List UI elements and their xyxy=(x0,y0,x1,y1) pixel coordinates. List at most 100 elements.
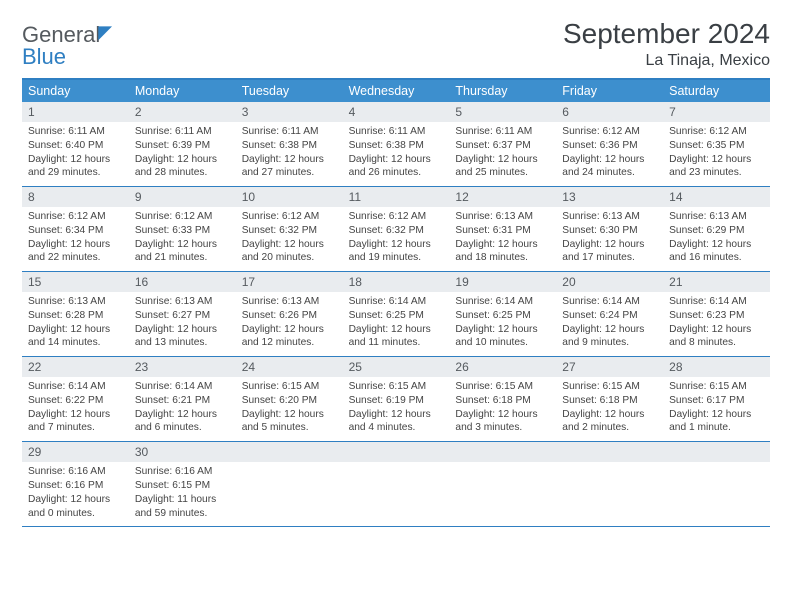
calendar-day: 5Sunrise: 6:11 AMSunset: 6:37 PMDaylight… xyxy=(449,102,556,186)
daylight-line1: Daylight: 12 hours xyxy=(669,323,764,337)
calendar-day-empty: . xyxy=(663,442,770,526)
sunset-text: Sunset: 6:34 PM xyxy=(28,224,123,238)
calendar-body: 1 Sunrise: 6:11 AM Sunset: 6:40 PM Daylight… xyxy=(22,102,770,527)
daylight-line1: Daylight: 12 hours xyxy=(242,238,337,252)
weekday-saturday: Saturday xyxy=(663,80,770,102)
day-details: Sunrise: 6:14 AMSunset: 6:21 PMDaylight:… xyxy=(129,377,236,435)
day-details: Sunrise: 6:12 AMSunset: 6:33 PMDaylight:… xyxy=(129,207,236,265)
daylight-line2: and 22 minutes. xyxy=(28,251,123,265)
brand-text: General◤ Blue xyxy=(22,24,114,68)
day-number: 25 xyxy=(343,357,450,377)
weekday-wednesday: Wednesday xyxy=(343,80,450,102)
calendar-day: 9Sunrise: 6:12 AMSunset: 6:33 PMDaylight… xyxy=(129,187,236,271)
calendar-day: 21Sunrise: 6:14 AMSunset: 6:23 PMDayligh… xyxy=(663,272,770,356)
day-details: Sunrise: 6:13 AMSunset: 6:30 PMDaylight:… xyxy=(556,207,663,265)
daylight-line2: and 1 minute. xyxy=(669,421,764,435)
daylight-line2: and 17 minutes. xyxy=(562,251,657,265)
daylight-line2: and 4 minutes. xyxy=(349,421,444,435)
day-number: 28 xyxy=(663,357,770,377)
daylight-line1: Daylight: 12 hours xyxy=(135,323,230,337)
daylight-line1: Daylight: 12 hours xyxy=(28,323,123,337)
calendar-day: 14Sunrise: 6:13 AMSunset: 6:29 PMDayligh… xyxy=(663,187,770,271)
calendar-week: 1 Sunrise: 6:11 AM Sunset: 6:40 PM Daylight… xyxy=(22,102,770,187)
page-header: General◤ Blue September 2024 La Tinaja, … xyxy=(22,18,770,70)
day-details: Sunrise: 6:14 AMSunset: 6:24 PMDaylight:… xyxy=(556,292,663,350)
daylight-line2: and 23 minutes. xyxy=(669,166,764,180)
daylight-line1: Daylight: 12 hours xyxy=(28,493,123,507)
day-details: Sunrise: 6:12 AMSunset: 6:32 PMDaylight:… xyxy=(236,207,343,265)
calendar-day: 4Sunrise: 6:11 AMSunset: 6:38 PMDaylight… xyxy=(343,102,450,186)
day-number: . xyxy=(663,442,770,462)
sunrise-text: Sunrise: 6:13 AM xyxy=(669,210,764,224)
day-details: Sunrise: 6:13 AMSunset: 6:28 PMDaylight:… xyxy=(22,292,129,350)
calendar-day: 12Sunrise: 6:13 AMSunset: 6:31 PMDayligh… xyxy=(449,187,556,271)
day-details: Sunrise: 6:11 AMSunset: 6:38 PMDaylight:… xyxy=(343,122,450,180)
sunrise-text: Sunrise: 6:14 AM xyxy=(135,380,230,394)
calendar-day: 10Sunrise: 6:12 AMSunset: 6:32 PMDayligh… xyxy=(236,187,343,271)
day-number: 30 xyxy=(129,442,236,462)
calendar-day-empty: . xyxy=(449,442,556,526)
daylight-line1: Daylight: 12 hours xyxy=(562,238,657,252)
weekday-friday: Friday xyxy=(556,80,663,102)
calendar-day: 26Sunrise: 6:15 AMSunset: 6:18 PMDayligh… xyxy=(449,357,556,441)
day-number: 23 xyxy=(129,357,236,377)
calendar-day: 17Sunrise: 6:13 AMSunset: 6:26 PMDayligh… xyxy=(236,272,343,356)
daylight-line1: Daylight: 12 hours xyxy=(562,153,657,167)
sunset-text: Sunset: 6:15 PM xyxy=(135,479,230,493)
sunset-text: Sunset: 6:17 PM xyxy=(669,394,764,408)
day-details: Sunrise: 6:12 AMSunset: 6:36 PMDaylight:… xyxy=(556,122,663,180)
daylight-line1: Daylight: 12 hours xyxy=(455,153,550,167)
daylight-line1: Daylight: 12 hours xyxy=(562,408,657,422)
day-details: Sunrise: 6:11 AMSunset: 6:37 PMDaylight:… xyxy=(449,122,556,180)
daylight-line2: and 25 minutes. xyxy=(455,166,550,180)
sunset-text: Sunset: 6:21 PM xyxy=(135,394,230,408)
calendar: SundayMondayTuesdayWednesdayThursdayFrid… xyxy=(22,78,770,527)
daylight-line2: and 18 minutes. xyxy=(455,251,550,265)
brand-mark-icon: ◤ xyxy=(98,22,112,42)
calendar-day: 8Sunrise: 6:12 AMSunset: 6:34 PMDaylight… xyxy=(22,187,129,271)
day-number: 14 xyxy=(663,187,770,207)
day-number: 1 xyxy=(22,102,129,122)
calendar-day: 27Sunrise: 6:15 AMSunset: 6:18 PMDayligh… xyxy=(556,357,663,441)
sunrise-text: Sunrise: 6:12 AM xyxy=(349,210,444,224)
day-number: 27 xyxy=(556,357,663,377)
calendar-day: 15Sunrise: 6:13 AMSunset: 6:28 PMDayligh… xyxy=(22,272,129,356)
daylight-line1: Daylight: 12 hours xyxy=(455,323,550,337)
sunset-text: Sunset: 6:20 PM xyxy=(242,394,337,408)
daylight-line2: and 2 minutes. xyxy=(562,421,657,435)
sunrise-text: Sunrise: 6:11 AM xyxy=(349,125,444,139)
daylight-line2: and 3 minutes. xyxy=(455,421,550,435)
sunrise-text: Sunrise: 6:15 AM xyxy=(455,380,550,394)
sunset-text: Sunset: 6:40 PM xyxy=(28,139,123,153)
day-details: Sunrise: 6:15 AMSunset: 6:19 PMDaylight:… xyxy=(343,377,450,435)
daylight-line1: Daylight: 12 hours xyxy=(28,238,123,252)
sunrise-text: Sunrise: 6:14 AM xyxy=(349,295,444,309)
calendar-day: 22Sunrise: 6:14 AMSunset: 6:22 PMDayligh… xyxy=(22,357,129,441)
sunrise-text: Sunrise: 6:13 AM xyxy=(562,210,657,224)
brand-logo: General◤ Blue xyxy=(22,18,114,68)
day-number: 9 xyxy=(129,187,236,207)
header-right: September 2024 La Tinaja, Mexico xyxy=(563,18,770,70)
daylight-line2: and 7 minutes. xyxy=(28,421,123,435)
daylight-line2: and 21 minutes. xyxy=(135,251,230,265)
sunset-text: Sunset: 6:33 PM xyxy=(135,224,230,238)
day-number: . xyxy=(343,442,450,462)
daylight-line2: and 59 minutes. xyxy=(135,507,230,521)
day-details: Sunrise: 6:14 AMSunset: 6:23 PMDaylight:… xyxy=(663,292,770,350)
daylight-line2: and 12 minutes. xyxy=(242,336,337,350)
sunrise-text: Sunrise: 6:14 AM xyxy=(669,295,764,309)
sunrise-text: Sunrise: 6:14 AM xyxy=(562,295,657,309)
sunrise-text: Sunrise: 6:14 AM xyxy=(455,295,550,309)
calendar-week: 8Sunrise: 6:12 AMSunset: 6:34 PMDaylight… xyxy=(22,187,770,272)
day-details: Sunrise: 6:15 AMSunset: 6:20 PMDaylight:… xyxy=(236,377,343,435)
sunrise-text: Sunrise: 6:13 AM xyxy=(455,210,550,224)
daylight-line1: Daylight: 12 hours xyxy=(242,408,337,422)
daylight-line2: and 11 minutes. xyxy=(349,336,444,350)
sunset-text: Sunset: 6:28 PM xyxy=(28,309,123,323)
day-number: . xyxy=(556,442,663,462)
daylight-line2: and 8 minutes. xyxy=(669,336,764,350)
calendar-day: 30Sunrise: 6:16 AMSunset: 6:15 PMDayligh… xyxy=(129,442,236,526)
day-number: 15 xyxy=(22,272,129,292)
day-number: 24 xyxy=(236,357,343,377)
daylight-line1: Daylight: 12 hours xyxy=(349,238,444,252)
